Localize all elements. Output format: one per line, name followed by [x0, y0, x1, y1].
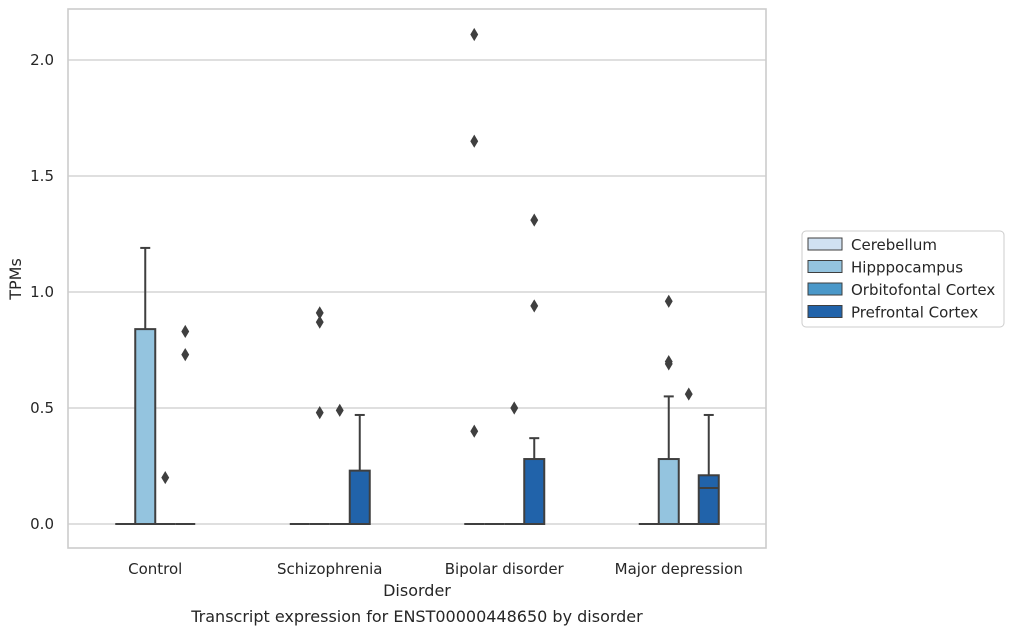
box-prefrontal-cortex — [523, 437, 546, 526]
iqr-box — [348, 469, 371, 526]
outlier-point — [684, 387, 693, 401]
axis-layer: 0.0 0.5 1.0 1.5 2.0 Control Schizophrenia Bipol… — [30, 51, 743, 578]
outlier-point — [530, 299, 539, 313]
y-tick-label: 0.5 — [30, 399, 54, 417]
plot-frame — [67, 8, 767, 549]
outlier-point — [315, 406, 324, 420]
spine-layer — [67, 8, 767, 549]
outlier-point — [335, 403, 344, 417]
iqr-box — [697, 474, 720, 525]
box-prefrontal-cortex — [697, 413, 720, 525]
y-tick-label: 1.0 — [30, 283, 54, 301]
iqr-box — [657, 458, 680, 526]
outlier-point — [470, 424, 479, 438]
chart-caption: Transcript expression for ENST0000044865… — [190, 607, 643, 626]
legend-label: Hipppocampus — [851, 259, 963, 277]
grid-layer — [68, 59, 766, 525]
outlier-point — [470, 134, 479, 148]
outlier-point — [664, 294, 673, 308]
legend-swatch — [807, 305, 843, 318]
box-layer — [115, 246, 720, 526]
outlier-point — [510, 401, 519, 415]
box-prefrontal-cortex — [348, 413, 371, 526]
outlier-point — [161, 471, 170, 485]
outlier-point — [664, 357, 673, 371]
box-hipppocampus — [134, 246, 157, 525]
y-tick-label: 1.5 — [30, 167, 54, 185]
legend-label: Prefrontal Cortex — [851, 304, 978, 322]
x-axis-title: Disorder — [383, 581, 451, 600]
y-tick-label: 2.0 — [30, 51, 54, 69]
outlier-point — [315, 315, 324, 329]
legend-swatch — [807, 282, 843, 296]
outlier-point — [181, 348, 190, 362]
outlier-point — [530, 213, 539, 227]
y-tick-label: 0.0 — [30, 515, 54, 533]
iqr-box — [523, 458, 546, 526]
x-tick-label: Schizophrenia — [277, 560, 382, 578]
x-tick-label: Bipolar disorder — [445, 560, 565, 578]
legend-label: Cerebellum — [851, 236, 937, 254]
x-tick-label: Control — [128, 560, 182, 578]
legend-frame — [801, 230, 1005, 328]
legend-swatch — [807, 260, 843, 273]
outlier-layer — [161, 27, 693, 485]
legend-swatch — [807, 237, 843, 251]
x-tick-label: Major depression — [615, 560, 743, 578]
outlier-point — [470, 27, 479, 42]
iqr-box — [134, 328, 157, 525]
legend: Cerebellum Hipppocampus Orbitofontal Corte… — [801, 230, 1005, 328]
box-hipppocampus — [657, 395, 680, 526]
y-axis-title: TPMs — [6, 258, 25, 301]
legend-label: Orbitofontal Cortex — [851, 281, 995, 299]
outlier-point — [181, 324, 190, 339]
